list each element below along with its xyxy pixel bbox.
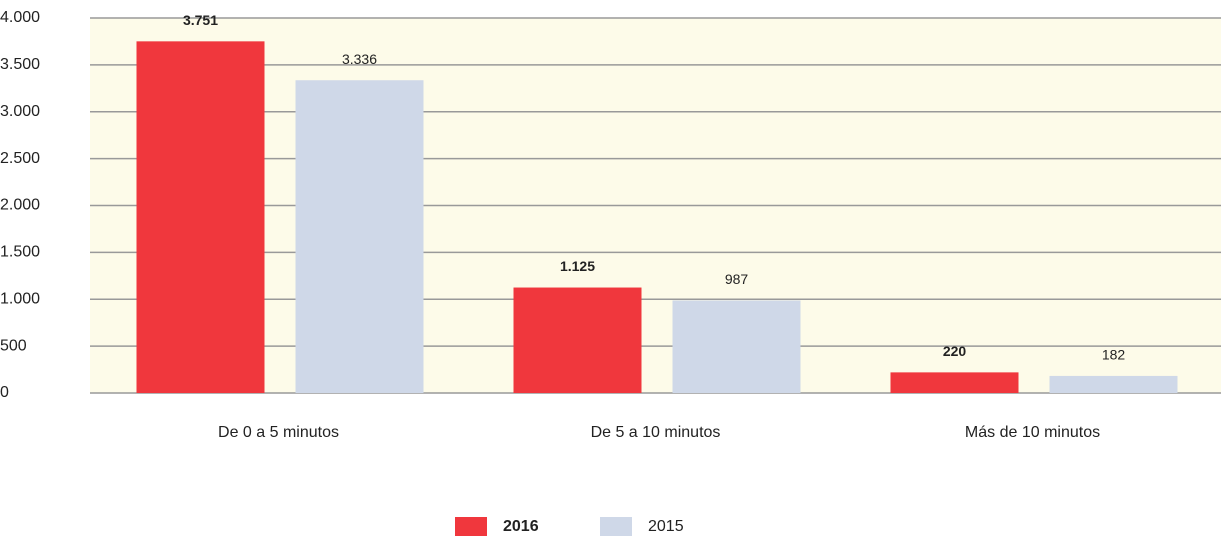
bar [1049, 375, 1178, 393]
value-label: 1.125 [560, 258, 595, 274]
bar [513, 287, 642, 393]
y-tick-label: 1.000 [0, 290, 40, 307]
y-tick-label: 500 [0, 337, 27, 354]
legend-label: 2016 [503, 518, 539, 535]
legend-swatch [600, 517, 632, 536]
bar [672, 300, 801, 393]
value-label: 987 [725, 271, 749, 287]
y-tick-label: 2.500 [0, 150, 40, 167]
y-tick-label: 3.000 [0, 103, 40, 120]
y-tick-label: 4.000 [0, 9, 40, 26]
bar [890, 372, 1019, 393]
x-tick-label: De 5 a 10 minutos [591, 424, 721, 441]
x-tick-label: De 0 a 5 minutos [218, 424, 339, 441]
x-tick-label: Más de 10 minutos [965, 424, 1100, 441]
bar [295, 80, 424, 393]
value-label: 3.336 [342, 51, 377, 67]
legend-label: 2015 [648, 518, 684, 535]
legend-swatch [455, 517, 487, 536]
y-tick-label: 1.500 [0, 244, 40, 261]
y-tick-label: 0 [0, 384, 9, 401]
y-tick-label: 2.000 [0, 197, 40, 214]
y-tick-label: 3.500 [0, 56, 40, 73]
value-label: 3.751 [183, 12, 218, 28]
bar [136, 41, 265, 393]
value-label: 182 [1102, 347, 1126, 363]
value-label: 220 [943, 343, 967, 359]
